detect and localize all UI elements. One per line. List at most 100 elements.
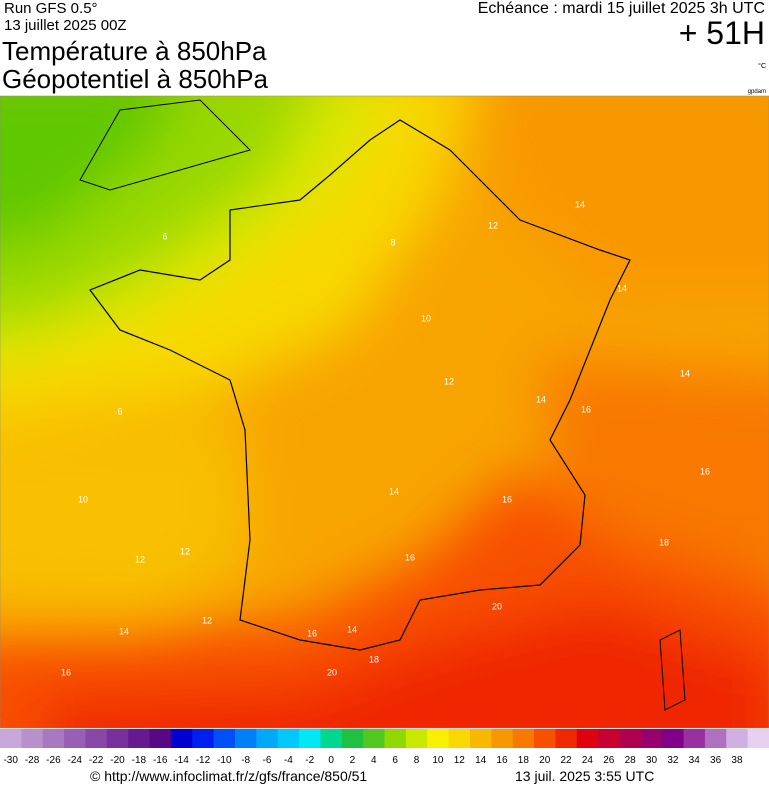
colorbar-swatch [256, 729, 279, 748]
contour-label: 14 [536, 394, 546, 404]
colorbar-label: -12 [196, 755, 211, 766]
colorbar-label: 30 [646, 755, 658, 766]
colorbar-label: 26 [603, 755, 615, 766]
contour-label: 14 [119, 626, 129, 636]
colorbar-label: -14 [174, 755, 189, 766]
issue-time: 13 juil. 2025 3:55 UTC [515, 768, 654, 784]
colorbar-swatch [42, 729, 65, 748]
colorbar-label: -8 [241, 755, 250, 766]
colorbar-swatch [598, 729, 620, 748]
contour-label: 12 [444, 376, 454, 386]
colorbar-swatch [341, 729, 364, 748]
contour-label: 18 [659, 537, 669, 547]
contour-label: 20 [492, 601, 502, 611]
colorbar-swatch [555, 729, 578, 748]
colorbar-swatch [234, 729, 257, 748]
contour-label: 6 [117, 406, 122, 416]
colorbar-label: -20 [110, 755, 125, 766]
colorbar-label: -30 [3, 755, 18, 766]
contour-label: 16 [405, 552, 415, 562]
colorbar-swatch [427, 729, 450, 748]
colorbar-swatch [299, 729, 321, 748]
run-label: Run GFS 0.5° [4, 0, 98, 17]
colorbar-swatch [726, 729, 749, 748]
colorbar-swatch [683, 729, 706, 748]
contour-label: 16 [700, 466, 710, 476]
coastlines [79, 99, 686, 711]
contour-label: 12 [202, 615, 212, 625]
contour-label: 14 [617, 283, 627, 293]
colorbar-label: -10 [217, 755, 232, 766]
colorbar-swatch [213, 729, 236, 748]
colorbar-swatch [384, 729, 407, 748]
colorbar-swatch [85, 729, 108, 748]
colorbar-label: 2 [350, 755, 356, 766]
colorbar-label: -2 [305, 755, 314, 766]
colorbar-label: -26 [46, 755, 61, 766]
colorbar-swatch [448, 729, 471, 748]
contour-label: 16 [307, 628, 317, 638]
colorbar-label: -18 [132, 755, 147, 766]
contour-label: 10 [78, 494, 88, 504]
contour-label: 14 [680, 368, 690, 378]
unit: °C [758, 62, 766, 70]
colorbar-label: -16 [153, 755, 168, 766]
contour-label: 14 [389, 486, 399, 496]
colorbar-label: 34 [689, 755, 701, 766]
colorbar-label: -22 [89, 755, 104, 766]
run-date: 13 juillet 2025 00Z [4, 17, 127, 34]
map-frame [0, 95, 769, 729]
colorbar-label: 0 [328, 755, 334, 766]
contour-label: 16 [502, 494, 512, 504]
colorbar-swatch [64, 729, 86, 748]
credit: gpdam [748, 89, 766, 95]
colorbar-label: 16 [496, 755, 508, 766]
title-temperature: Température à 850hPa [2, 36, 267, 66]
contour-label: 12 [488, 220, 498, 230]
colorbar-swatch [512, 729, 535, 748]
colorbar-swatch [277, 729, 300, 748]
colorbar-swatch [747, 729, 769, 748]
colorbar-swatch [491, 729, 514, 748]
colorbar-swatch [662, 729, 685, 748]
contour-labels: 14 14 14 16 18 16 14 12 10 12 8 6 6 10 12 12 12 14 16 20 18 1… [61, 199, 710, 677]
colorbar-swatch [469, 729, 492, 748]
colorbar-swatch [405, 729, 428, 748]
contour-label: 12 [135, 554, 145, 564]
colorbar-label: -28 [25, 755, 40, 766]
colorbar-label: 18 [518, 755, 530, 766]
forecast-time: Echéance : mardi 15 juillet 2025 3h UTC [478, 0, 765, 17]
colorbar-label: 32 [667, 755, 679, 766]
colorbar-label: 10 [432, 755, 444, 766]
colorbar-swatch [576, 729, 599, 748]
colorbar-swatch [363, 729, 385, 748]
lead-time: + 51H [679, 15, 765, 51]
contour-label: 10 [421, 313, 431, 323]
colorbar-swatch [320, 729, 343, 748]
colorbar-swatch [0, 729, 22, 748]
contour-label: 14 [575, 199, 585, 209]
colorbar-label: 20 [539, 755, 551, 766]
colorbar-label: 38 [731, 755, 743, 766]
colorbar-label: 36 [710, 755, 722, 766]
contour-label: 20 [327, 667, 337, 677]
colorbar-label: 8 [414, 755, 420, 766]
colorbar-swatch [106, 729, 129, 748]
source-url: © http://www.infoclimat.fr/z/gfs/france/… [90, 768, 367, 784]
contour-label: 8 [390, 237, 395, 247]
colorbar-label: 4 [371, 755, 377, 766]
colorbar-label: 14 [475, 755, 487, 766]
colorbar-swatch [170, 729, 193, 748]
colorbar-label: 24 [582, 755, 594, 766]
temperature-field: 14 14 14 16 18 16 14 12 10 12 8 6 6 10 12 12 12 14 16 20 18 1… [0, 96, 769, 728]
colorbar-swatch [619, 729, 642, 748]
colorbar: -30 -28 -26 -24 -22 -20 -18 -16 -14 -12 -10 -8 -6 -4-… [0, 729, 769, 766]
france-outline [89, 119, 631, 651]
colorbar-label: -6 [263, 755, 272, 766]
colorbar-swatch [534, 729, 556, 748]
contour-label: 16 [61, 667, 71, 677]
contour-label: 18 [369, 654, 379, 664]
contour-label: 14 [347, 624, 357, 634]
contour-label: 16 [581, 404, 591, 414]
